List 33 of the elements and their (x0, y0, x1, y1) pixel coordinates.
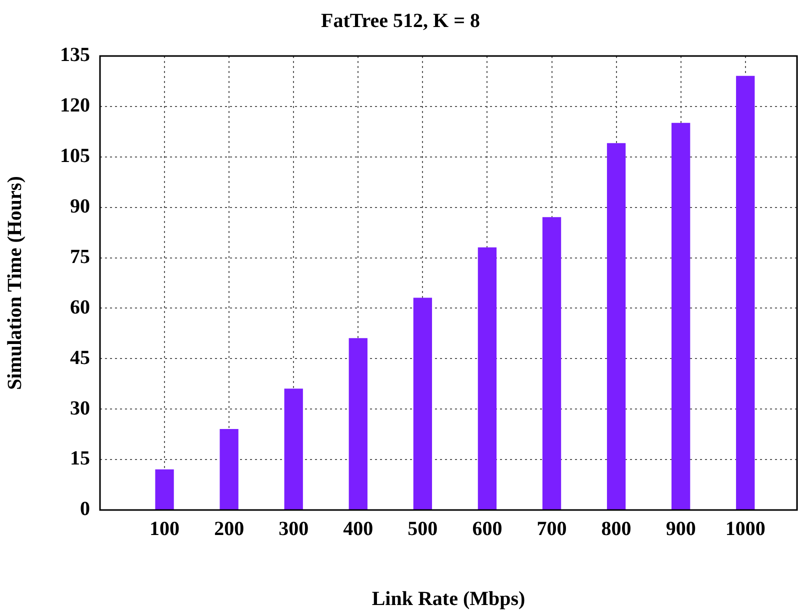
y-tick-label: 45 (70, 346, 90, 369)
bar (542, 217, 562, 510)
y-tick-label: 30 (70, 397, 90, 420)
bar (348, 338, 368, 510)
x-axis-title: Link Rate (Mbps) (372, 588, 526, 610)
x-tick-label: 300 (278, 518, 309, 540)
y-tick-label: 135 (60, 44, 90, 66)
bar (155, 469, 174, 510)
bar (672, 122, 690, 510)
x-tick-label: 700 (536, 518, 567, 540)
bar (736, 76, 755, 510)
x-tick-label: 900 (666, 518, 696, 540)
x-tick-label: 400 (343, 518, 374, 540)
chart-title: FatTree 512, K = 8 (321, 10, 480, 32)
x-tick-label: 600 (472, 518, 502, 540)
y-tick-label: 120 (60, 94, 90, 117)
y-tick-label: 105 (60, 145, 90, 168)
bar (606, 143, 626, 510)
x-tick-label: 100 (150, 518, 180, 540)
x-tick-label: 200 (214, 518, 244, 540)
y-tick-label: 15 (70, 448, 90, 470)
y-tick-label: 90 (70, 196, 90, 218)
y-tick-label: 60 (70, 296, 90, 318)
bar (413, 298, 432, 510)
y-tick-label: 75 (70, 246, 90, 268)
bar (478, 247, 497, 510)
x-tick-label: 800 (601, 518, 632, 540)
y-tick-label: 0 (80, 498, 90, 520)
bar (220, 428, 238, 510)
y-axis-title: Simulation Time (Hours) (4, 176, 26, 390)
x-tick-label: 500 (408, 518, 438, 540)
bar (284, 388, 303, 510)
x-tick-label: 1000 (725, 518, 766, 540)
